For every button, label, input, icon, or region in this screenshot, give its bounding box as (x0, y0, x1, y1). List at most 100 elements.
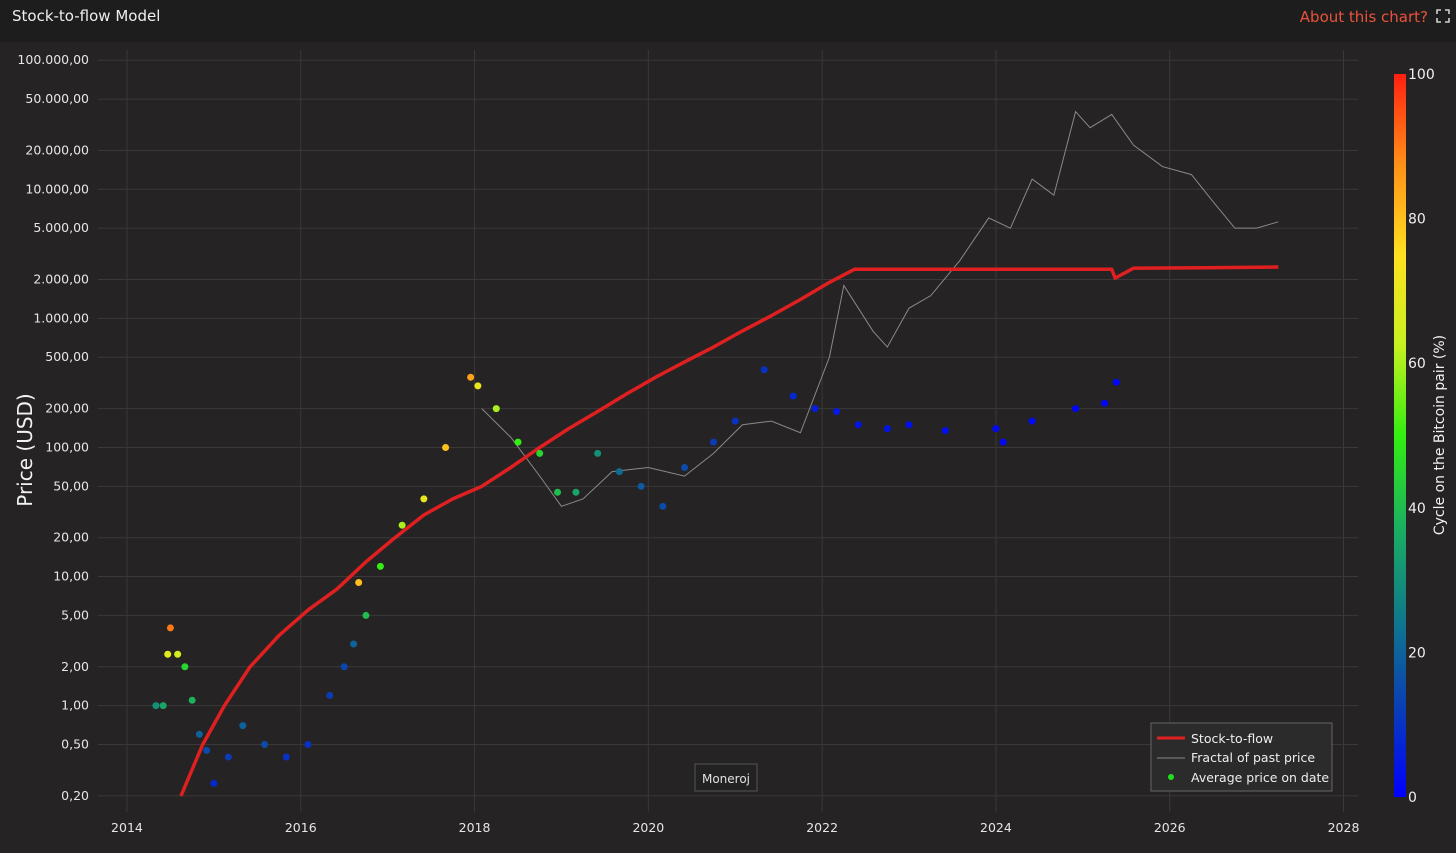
average-price-point (355, 578, 363, 586)
average-price-point (1028, 417, 1036, 425)
average-price-point (239, 722, 247, 730)
y-tick-label: 2.000,00 (33, 272, 89, 287)
average-price-point (731, 417, 739, 425)
average-price-point (1072, 405, 1080, 413)
average-price-point (188, 696, 196, 704)
y-axis-title: Price (USD) (13, 393, 37, 507)
colorbar-tick-label: 0 (1408, 790, 1417, 806)
average-price-point (637, 482, 645, 490)
average-price-point (615, 468, 623, 476)
y-tick-label: 1.000,00 (33, 310, 89, 325)
average-price-point (350, 640, 358, 648)
y-tick-label: 10,00 (53, 569, 89, 584)
average-price-point (514, 438, 522, 446)
average-price-point (905, 421, 913, 429)
average-price-point (420, 495, 428, 503)
average-price-point (594, 449, 602, 457)
average-price-point (152, 702, 160, 710)
colorbar-tick-label: 40 (1408, 501, 1426, 517)
chart-area: 100.000,00 50.000,00 20.000,00 10.000,00 5.0… (13, 50, 1448, 835)
average-price-point (398, 521, 406, 529)
average-price-series (152, 366, 1120, 787)
about-chart-link[interactable]: About this chart? (1299, 8, 1428, 26)
legend-s2f-label: Stock-to-flow (1191, 731, 1273, 746)
colorbar-tick-label: 100 (1408, 67, 1435, 83)
average-price-point (811, 405, 819, 413)
colorbar-tick-label: 60 (1408, 356, 1426, 372)
average-price-point (203, 746, 211, 754)
average-price-point (992, 425, 1000, 433)
average-price-point (340, 663, 348, 671)
x-tick-label: 2028 (1328, 820, 1360, 835)
average-price-point (710, 438, 718, 446)
y-tick-label: 10.000,00 (25, 181, 89, 196)
average-price-point (833, 407, 841, 415)
average-price-point (572, 488, 580, 496)
legend-fractal-label: Fractal of past price (1191, 750, 1315, 765)
y-tick-label: 100,00 (45, 439, 89, 454)
average-price-point (467, 373, 475, 381)
y-tick-label: 0,50 (61, 737, 89, 752)
colorbar-tick-label: 80 (1408, 212, 1426, 228)
y-tick-label: 100.000,00 (17, 52, 89, 67)
average-price-point (1101, 399, 1109, 407)
y-tick-label: 20.000,00 (25, 142, 89, 157)
average-price-point (174, 650, 182, 658)
s2f-series (179, 265, 1279, 797)
y-tick-label: 20,00 (53, 530, 89, 545)
average-price-point (883, 425, 891, 433)
legend: Stock-to-flow Fractal of past price Aver… (1150, 722, 1333, 792)
x-axis-ticks: 2014 2016 2018 2020 2022 2024 2026 2028 (111, 820, 1359, 835)
legend-average-label: Average price on date (1191, 770, 1329, 785)
average-price-point (166, 624, 174, 632)
expand-icon[interactable] (1436, 9, 1450, 23)
chart-header: Stock-to-flow Model About this chart? (0, 0, 1456, 42)
average-price-point (681, 463, 689, 471)
average-price-point (492, 405, 500, 413)
average-price-point (376, 562, 384, 570)
average-price-point (554, 488, 562, 496)
y-tick-label: 0,20 (61, 788, 89, 803)
watermark-box: Moneroj (694, 763, 758, 792)
colorbar: 0 20 40 60 80 100 Cycle on the Bitcoin pair (… (1394, 67, 1448, 806)
chart-title: Stock-to-flow Model (12, 7, 161, 25)
average-price-point (282, 753, 290, 761)
y-tick-label: 5,00 (61, 607, 89, 622)
average-price-point (659, 502, 667, 510)
average-price-point (362, 611, 370, 619)
average-price-point (1112, 378, 1120, 386)
average-price-point (999, 438, 1007, 446)
y-tick-label: 50.000,00 (25, 91, 89, 106)
colorbar-tick-label: 20 (1408, 645, 1426, 661)
average-price-point (210, 779, 218, 787)
x-tick-label: 2024 (980, 820, 1012, 835)
y-tick-label: 200,00 (45, 401, 89, 416)
x-tick-label: 2014 (111, 820, 143, 835)
s2f-line (179, 265, 1279, 797)
y-axis-ticks: 100.000,00 50.000,00 20.000,00 10.000,00 5.0… (17, 52, 89, 803)
average-price-point (304, 741, 312, 749)
y-tick-label: 2,00 (61, 659, 89, 674)
x-tick-label: 2020 (632, 820, 664, 835)
average-price-point (159, 702, 167, 710)
x-tick-label: 2022 (806, 820, 838, 835)
average-price-point (261, 741, 269, 749)
average-price-point (442, 443, 450, 451)
y-tick-label: 500,00 (45, 349, 89, 364)
average-price-point (789, 392, 797, 400)
average-price-point (326, 691, 334, 699)
average-price-point (164, 650, 172, 658)
average-price-point (854, 421, 862, 429)
average-price-point (181, 663, 189, 671)
colorbar-title: Cycle on the Bitcoin pair (%) (1432, 335, 1448, 535)
average-price-point (474, 382, 482, 390)
x-tick-label: 2016 (285, 820, 317, 835)
watermark-text: Moneroj (702, 772, 750, 786)
fractal-line (481, 110, 1279, 507)
y-tick-label: 50,00 (53, 478, 89, 493)
gridlines (98, 50, 1358, 812)
average-price-point (760, 366, 768, 374)
average-price-point (224, 753, 232, 761)
x-tick-label: 2018 (459, 820, 491, 835)
y-tick-label: 1,00 (61, 698, 89, 713)
